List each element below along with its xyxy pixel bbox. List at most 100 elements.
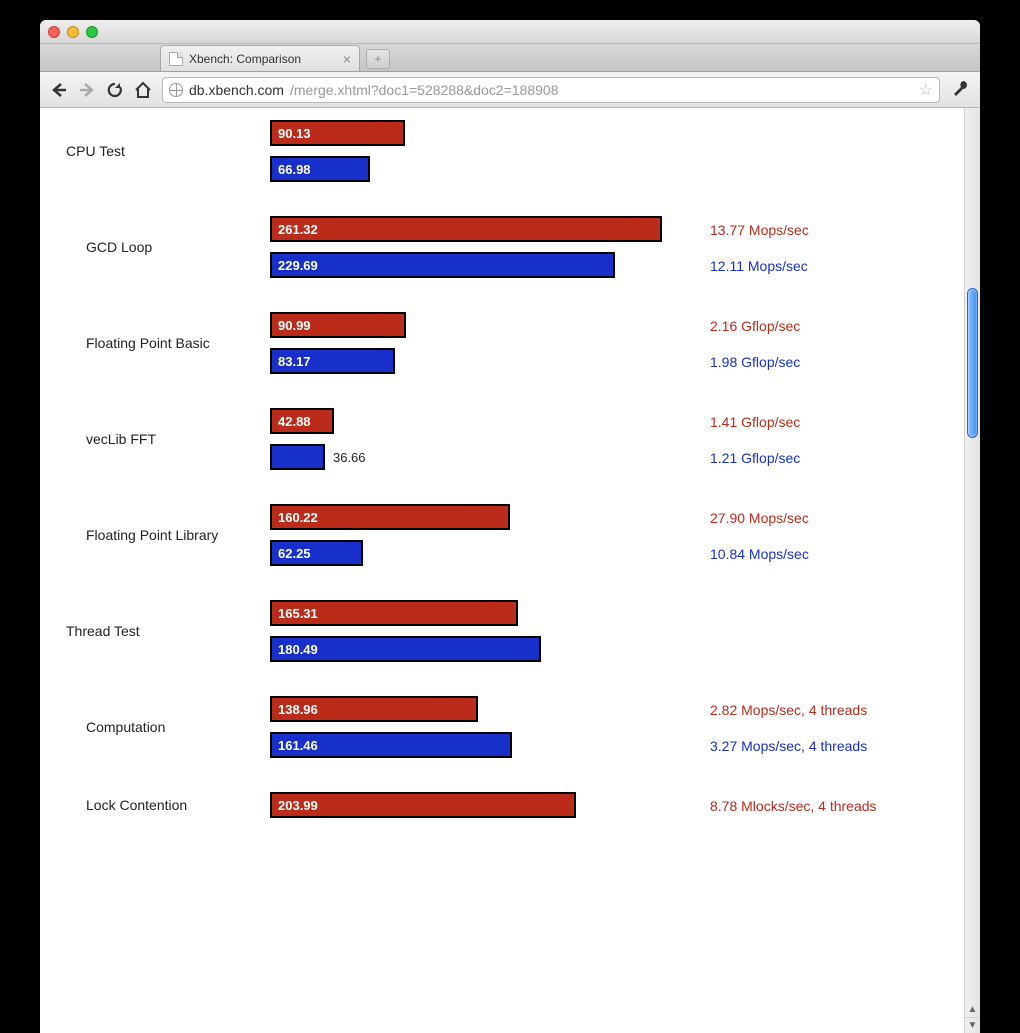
annotation-cell: 27.90 Mops/sec 10.84 Mops/sec	[710, 507, 970, 563]
bar-series-a: 138.96	[270, 696, 478, 722]
annotation-b: 10.84 Mops/sec	[710, 545, 970, 563]
browser-tab[interactable]: Xbench: Comparison ×	[160, 45, 360, 71]
annotation-cell: 2.82 Mops/sec, 4 threads 3.27 Mops/sec, 4…	[710, 699, 970, 755]
annotation-a: 2.16 Gflop/sec	[710, 317, 970, 335]
globe-icon	[169, 83, 183, 97]
window-zoom-button[interactable]	[86, 26, 98, 38]
bar-wrap: 62.25	[270, 540, 700, 566]
benchmark-row: CPU Test 90.13 66.98	[60, 120, 970, 182]
annotation-b: 3.27 Mops/sec, 4 threads	[710, 737, 970, 755]
bar-series-b: 229.69	[270, 252, 615, 278]
benchmark-row: GCD Loop 261.32 229.69 13.77 Mops/sec12.11 …	[60, 216, 970, 278]
bar-value: 42.88	[278, 414, 311, 429]
benchmark-label: vecLib FFT	[60, 430, 260, 448]
page-icon	[169, 52, 183, 66]
annotation-a: 8.78 Mlocks/sec, 4 threads	[710, 797, 970, 815]
bar-series-a: 90.13	[270, 120, 405, 146]
benchmark-row: Floating Point Basic 90.99 83.17 2.16 Gflop…	[60, 312, 970, 374]
bars-cell: 42.88 36.66	[270, 408, 700, 470]
benchmark-row: Thread Test 165.31 180.49	[60, 600, 970, 662]
annotation-a: 1.41 Gflop/sec	[710, 413, 970, 431]
window-minimize-button[interactable]	[67, 26, 79, 38]
tab-close-icon[interactable]: ×	[343, 52, 351, 66]
bar-value: 165.31	[278, 606, 318, 621]
benchmark-label: Thread Test	[60, 622, 260, 640]
annotation-a: 2.82 Mops/sec, 4 threads	[710, 701, 970, 719]
titlebar	[40, 20, 980, 44]
bar-value: 180.49	[278, 642, 318, 657]
scrollbar-thumb[interactable]	[967, 288, 978, 438]
page-viewport: CPU Test 90.13 66.98 GCD Loop 261.32 229.69 13…	[40, 108, 980, 1033]
bar-value: 83.17	[278, 354, 311, 369]
bar-series-b: 62.25	[270, 540, 363, 566]
bar-wrap: 90.99	[270, 312, 700, 338]
bars-cell: 160.22 62.25	[270, 504, 700, 566]
benchmark-label: Lock Contention	[60, 796, 260, 814]
bar-wrap: 138.96	[270, 696, 700, 722]
bar-value: 161.46	[278, 738, 318, 753]
bar-wrap: 42.88	[270, 408, 700, 434]
bars-cell: 165.31 180.49	[270, 600, 700, 662]
bar-series-a: 165.31	[270, 600, 518, 626]
bar-wrap: 261.32	[270, 216, 700, 242]
bars-cell: 261.32 229.69	[270, 216, 700, 278]
bar-series-a: 203.99	[270, 792, 576, 818]
bar-value: 62.25	[278, 546, 311, 561]
reload-button[interactable]	[106, 81, 124, 99]
bar-value: 261.32	[278, 222, 318, 237]
annotation-a: 27.90 Mops/sec	[710, 509, 970, 527]
benchmark-row: vecLib FFT 42.88 36.66 1.41 Gflop/sec 1.21 G…	[60, 408, 970, 470]
home-button[interactable]	[134, 81, 152, 99]
annotation-b: 12.11 Mops/sec	[710, 257, 970, 275]
bar-value: 90.99	[278, 318, 311, 333]
annotation-cell: 2.16 Gflop/sec 1.98 Gflop/sec	[710, 315, 970, 371]
bar-wrap: 36.66	[270, 444, 700, 470]
bar-value: 90.13	[278, 126, 311, 141]
bar-value: 160.22	[278, 510, 318, 525]
tabstrip: Xbench: Comparison × +	[40, 44, 980, 72]
bar-wrap: 203.99	[270, 792, 700, 818]
url-host: db.xbench.com	[189, 82, 284, 98]
browser-window: Xbench: Comparison × + db.xbench.com/mer…	[40, 20, 980, 1033]
benchmark-label: CPU Test	[60, 142, 260, 160]
annotation-cell: 13.77 Mops/sec12.11 Mops/sec	[710, 219, 970, 275]
scroll-up-arrow-icon[interactable]: ▲	[965, 1001, 980, 1017]
bar-series-b: 66.98	[270, 156, 370, 182]
benchmark-row: Lock Contention 203.99 8.78 Mlocks/sec, 4 …	[60, 792, 970, 818]
bar-wrap: 160.22	[270, 504, 700, 530]
bar-wrap: 90.13	[270, 120, 700, 146]
forward-button[interactable]	[78, 81, 96, 99]
bars-cell: 90.13 66.98	[270, 120, 700, 182]
bars-cell: 90.99 83.17	[270, 312, 700, 374]
bar-value: 229.69	[278, 258, 318, 273]
bar-series-a: 90.99	[270, 312, 406, 338]
benchmark-label: GCD Loop	[60, 238, 260, 256]
annotation-cell: 8.78 Mlocks/sec, 4 threads	[710, 795, 970, 815]
bar-series-b: 180.49	[270, 636, 541, 662]
bar-value-outside: 36.66	[333, 450, 366, 465]
annotation-cell	[710, 630, 970, 632]
wrench-menu-button[interactable]	[950, 78, 970, 101]
window-close-button[interactable]	[48, 26, 60, 38]
annotation-b: 1.21 Gflop/sec	[710, 449, 970, 467]
annotation-b: 1.98 Gflop/sec	[710, 353, 970, 371]
back-button[interactable]	[50, 81, 68, 99]
bar-wrap: 66.98	[270, 156, 700, 182]
vertical-scrollbar[interactable]: ▲ ▼	[964, 108, 980, 1033]
bar-value: 203.99	[278, 798, 318, 813]
benchmark-content: CPU Test 90.13 66.98 GCD Loop 261.32 229.69 13…	[40, 108, 980, 818]
toolbar: db.xbench.com/merge.xhtml?doc1=528288&do…	[40, 72, 980, 108]
url-path: /merge.xhtml?doc1=528288&doc2=188908	[290, 82, 559, 98]
bar-wrap: 83.17	[270, 348, 700, 374]
scroll-down-arrow-icon[interactable]: ▼	[965, 1017, 980, 1033]
benchmark-label: Floating Point Basic	[60, 334, 260, 352]
annotation-cell	[710, 150, 970, 152]
benchmark-label: Computation	[60, 718, 260, 736]
bar-series-b: 83.17	[270, 348, 395, 374]
bar-wrap: 165.31	[270, 600, 700, 626]
address-bar[interactable]: db.xbench.com/merge.xhtml?doc1=528288&do…	[162, 77, 940, 103]
benchmark-label: Floating Point Library	[60, 526, 260, 544]
bookmark-star-icon[interactable]: ☆	[919, 80, 933, 100]
new-tab-button[interactable]: +	[366, 49, 390, 69]
bar-series-b: 161.46	[270, 732, 512, 758]
